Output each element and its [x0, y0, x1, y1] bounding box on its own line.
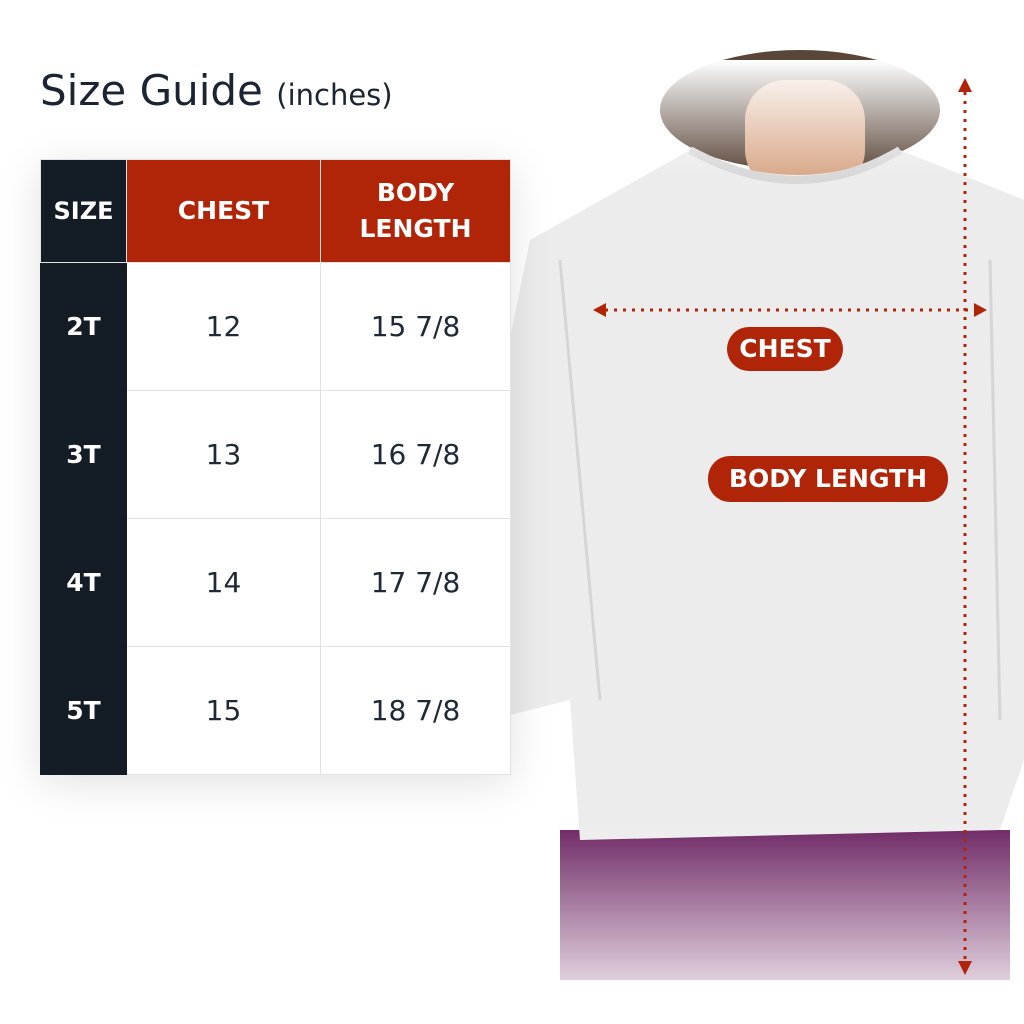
header-body-line2: LENGTH — [359, 214, 472, 243]
header-body-line1: BODY — [376, 178, 455, 207]
table-row: 5T 15 18 7/8 — [40, 646, 511, 775]
table-row: 3T 13 16 7/8 — [40, 390, 511, 519]
header-body-length: BODY LENGTH — [320, 159, 511, 263]
page-title: Size Guide (inches) — [40, 66, 393, 115]
chest-cell: 12 — [126, 262, 321, 391]
title-unit: (inches) — [276, 78, 393, 112]
size-cell: 4T — [40, 518, 127, 647]
body-length-cell: 17 7/8 — [320, 518, 511, 647]
table-row: 2T 12 15 7/8 — [40, 262, 511, 391]
title-main: Size Guide — [40, 66, 263, 115]
chest-cell: 14 — [126, 518, 321, 647]
table-header-row: SIZE CHEST BODY LENGTH — [40, 159, 511, 263]
chest-measure-arrow — [593, 303, 987, 317]
body-length-label-badge: BODY LENGTH — [708, 456, 948, 502]
size-cell: 5T — [40, 646, 127, 775]
table-row: 4T 14 17 7/8 — [40, 518, 511, 647]
body-length-cell: 16 7/8 — [320, 390, 511, 519]
size-cell: 3T — [40, 390, 127, 519]
chest-label-badge: CHEST — [727, 327, 843, 371]
size-cell: 2T — [40, 262, 127, 391]
header-chest: CHEST — [126, 159, 321, 263]
size-table: SIZE CHEST BODY LENGTH 2T 12 15 7/8 3T 13… — [40, 159, 511, 775]
chest-cell: 15 — [126, 646, 321, 775]
body-length-cell: 15 7/8 — [320, 262, 511, 391]
header-size: SIZE — [40, 159, 127, 263]
body-length-cell: 18 7/8 — [320, 646, 511, 775]
body-length-measure-arrow — [958, 78, 972, 975]
chest-cell: 13 — [126, 390, 321, 519]
